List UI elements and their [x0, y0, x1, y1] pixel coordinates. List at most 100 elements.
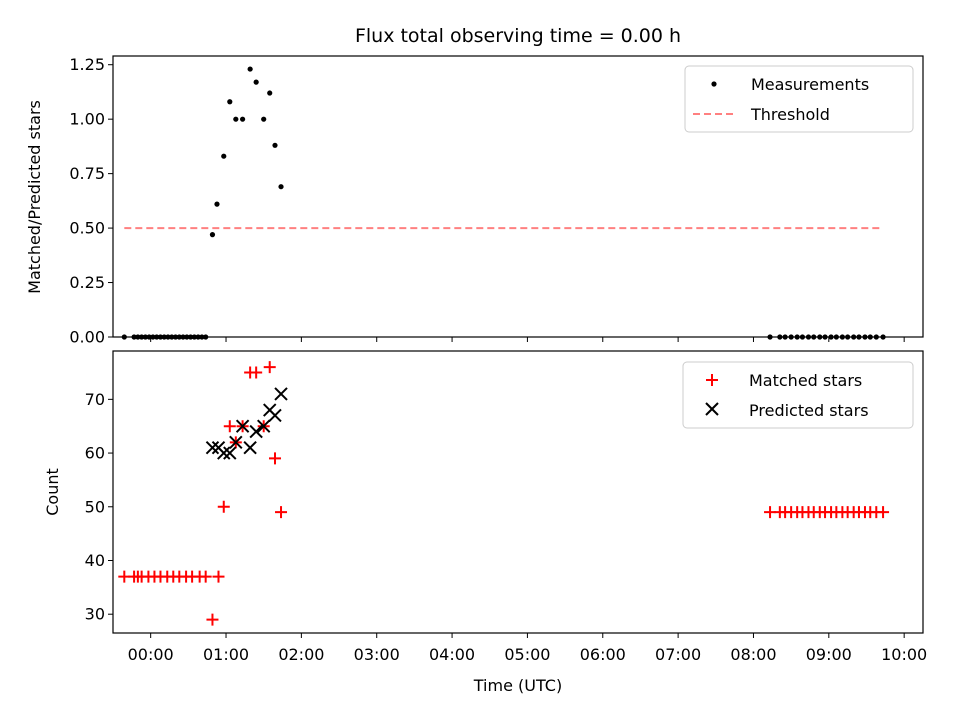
y-tick-label: 50 [85, 497, 105, 516]
bottom-panel: 30 40 50 60 70 00:00 01:00 02:00 03:00 04:00 05:0… [43, 350, 927, 695]
measurements-point [139, 334, 145, 340]
measurements-point [169, 334, 175, 340]
predicted-stars-point [217, 446, 231, 460]
predicted-stars-point [274, 387, 288, 401]
y-tick-label: 0.00 [69, 328, 105, 347]
predicted-stars-point [243, 440, 257, 455]
measurements-point [203, 334, 209, 340]
matched-stars-point [275, 506, 288, 519]
measurements-point [221, 153, 227, 159]
x-tick-label: 06:00 [580, 645, 626, 664]
matched-stars-point [199, 570, 212, 583]
measurements-point [209, 232, 216, 238]
legend-threshold-label: Threshold [750, 105, 830, 124]
measurements-point [188, 334, 194, 340]
predicted-stars-point [256, 419, 271, 433]
legend-predicted-label: Predicted stars [749, 401, 869, 420]
measurements-point [272, 142, 278, 148]
legend-matched-label: Matched stars [749, 371, 862, 390]
y-tick-label: 1.00 [69, 110, 105, 129]
matched-stars-point [269, 452, 281, 465]
measurements-point [191, 334, 197, 340]
measurements-point [799, 334, 806, 340]
measurements-point [839, 334, 845, 340]
measurements-point [214, 201, 220, 207]
measurements-point [199, 334, 205, 340]
y-tick-label: 0.50 [69, 219, 105, 238]
measurements-point [851, 334, 857, 340]
measurements-point [142, 334, 148, 340]
measurements-point [233, 116, 239, 122]
measurements-point [131, 334, 137, 340]
measurements-point [867, 334, 873, 340]
y-tick-label: 70 [85, 390, 105, 409]
bottom-legend: Matched stars Predicted stars [682, 361, 914, 429]
measurements-point [180, 334, 186, 340]
measurements-point [880, 334, 886, 340]
x-tick-label: 04:00 [429, 645, 475, 664]
legend-measurements-label: Measurements [751, 75, 869, 94]
measurements-point [146, 334, 152, 340]
predicted-stars-point [268, 408, 282, 423]
top-y-axis-label: Matched/Predicted stars [25, 100, 44, 294]
measurements-point [135, 334, 141, 340]
measurements-point [154, 334, 160, 340]
matched-stars-point [223, 420, 236, 433]
top-panel: 0.00 0.25 0.50 0.75 1.00 1.25 Matched/Predict… [25, 55, 924, 347]
x-tick-label: 08:00 [730, 645, 776, 664]
bottom-y-axis-label: Count [43, 468, 62, 516]
measurements-point [794, 334, 800, 340]
measurements-point [845, 334, 851, 340]
predicted-stars-point [229, 435, 243, 450]
matched-stars-point [263, 361, 276, 374]
measurements-point [157, 334, 164, 340]
predicted-stars-point [205, 440, 220, 455]
y-tick-label: 0.75 [69, 164, 105, 183]
measurements-point [862, 334, 868, 340]
x-tick-label: 07:00 [655, 645, 701, 664]
measurements-point [176, 334, 182, 340]
measurements-point [873, 334, 879, 340]
x-axis-label: Time (UTC) [473, 676, 562, 695]
measurements-point [161, 334, 167, 340]
measurements-point [822, 334, 828, 340]
predicted-stars-point [249, 424, 263, 439]
measurements-point [833, 334, 839, 340]
measurements-point [253, 79, 259, 85]
top-legend: Measurements Threshold [684, 65, 914, 133]
bottom-plot-area [112, 350, 924, 634]
legend-predicted-marker [705, 402, 719, 416]
top-plot-area [112, 55, 924, 338]
legend-measurements-marker [711, 81, 717, 87]
y-tick-label: 30 [85, 605, 105, 624]
x-tick-label: 10:00 [881, 645, 927, 664]
matched-stars-point [217, 500, 230, 513]
measurements-point [267, 90, 273, 96]
matched-stars-point [877, 506, 890, 519]
x-tick-label: 01:00 [203, 645, 249, 664]
measurements-point [856, 334, 862, 340]
measurements-point [278, 184, 284, 190]
predicted-stars-point [235, 419, 250, 433]
x-tick-label: 02:00 [278, 645, 324, 664]
measurements-point [172, 334, 179, 340]
measurements-point [811, 334, 817, 340]
measurements-point [767, 334, 773, 340]
measurements-point [184, 334, 190, 340]
y-tick-label: 0.25 [69, 273, 105, 292]
predicted-stars-point [223, 446, 237, 460]
measurements-point [150, 334, 156, 340]
measurements-point [247, 66, 253, 72]
measurements-point [788, 334, 794, 340]
measurements-point [121, 334, 127, 340]
measurements-point [828, 334, 834, 340]
y-tick-label: 40 [85, 551, 105, 570]
y-tick-label: 60 [85, 444, 105, 463]
measurements-point [227, 99, 233, 105]
measurements-point [782, 334, 788, 340]
x-tick-label: 03:00 [354, 645, 400, 664]
x-tick-label: 05:00 [504, 645, 550, 664]
x-tick-label: 09:00 [806, 645, 852, 664]
x-tick-label: 00:00 [128, 645, 174, 664]
